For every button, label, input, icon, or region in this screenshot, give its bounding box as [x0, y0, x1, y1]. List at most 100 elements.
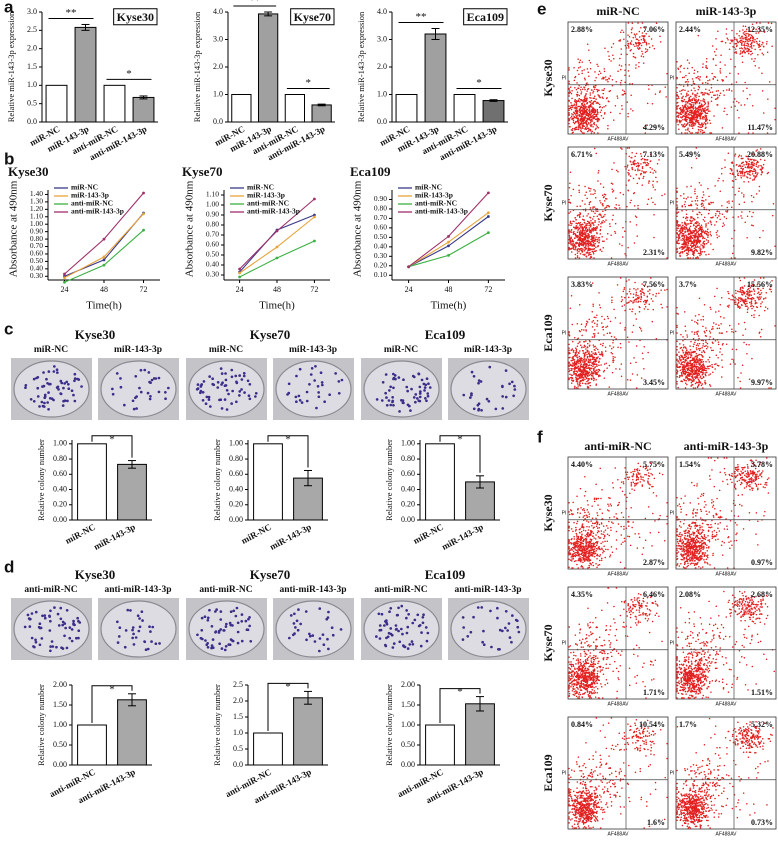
quadrant-percent: 2.87% — [643, 558, 665, 567]
plate-dish — [275, 600, 352, 658]
quadrant-percent: 9.82% — [751, 248, 773, 257]
quadrant-percent: 2.31% — [643, 248, 665, 257]
significance: * — [109, 433, 115, 445]
colonies — [286, 365, 344, 410]
y-tick-label: 0.60 — [30, 249, 43, 258]
y-tick-label: 1.30 — [30, 197, 43, 206]
y-tick-label: 2.0 — [233, 696, 243, 705]
y-tick-label: 0.80 — [206, 220, 219, 229]
x-tick-label: miR-143-3p — [92, 522, 137, 552]
point — [486, 211, 490, 215]
quadrant-percent: 4.29% — [643, 123, 665, 132]
series-line — [64, 213, 144, 279]
y-tick-label: 0.50 — [206, 250, 219, 259]
significance-bracket — [267, 682, 309, 731]
point — [63, 272, 66, 276]
y-tick-label: 1.00 — [229, 439, 243, 448]
x-axis-label: AF488AV — [607, 261, 629, 267]
plate-label: anti-miR-NC — [24, 585, 77, 595]
y-tick-label: 0.00 — [53, 515, 67, 524]
y-tick-label: 1.20 — [30, 204, 43, 213]
column-label: anti-miR-143-3p — [684, 439, 769, 453]
plate-dish — [188, 600, 265, 658]
y-tick-label: 0.40 — [229, 484, 243, 493]
legend-label: miR-NC — [247, 183, 274, 192]
y-tick-label: 0.50 — [30, 256, 43, 265]
point — [102, 258, 106, 262]
point — [238, 267, 241, 271]
colonies — [23, 606, 82, 653]
chart-title: Kyse30 — [75, 567, 115, 582]
point — [275, 245, 279, 249]
chart-title: Kyse70 — [182, 164, 222, 179]
plate-label: anti-miR-143-3p — [454, 585, 521, 595]
bar — [465, 703, 495, 766]
bar — [117, 463, 147, 521]
point — [142, 228, 145, 232]
point — [313, 213, 316, 217]
bar — [103, 84, 126, 123]
significance: * — [306, 77, 312, 89]
y-tick-label: 0.60 — [401, 469, 415, 478]
legend-label: anti-miR-143-3p — [247, 207, 300, 216]
x-axis-label: AF488AV — [715, 701, 737, 707]
bar — [231, 94, 252, 123]
y-tick-label: 1.0 — [213, 89, 223, 98]
row-label: Kyse70 — [541, 184, 555, 221]
quadrant-percent: 3.45% — [643, 378, 665, 387]
point — [102, 255, 106, 259]
quadrant-percent: 7.56% — [643, 280, 665, 289]
bar — [132, 96, 155, 123]
legend-label: miR-NC — [71, 183, 98, 192]
plate-label: anti-miR-143-3p — [104, 585, 171, 595]
panel-label: a — [4, 0, 14, 16]
colonies — [462, 365, 517, 412]
x-axis-label: AF488AV — [607, 136, 629, 142]
y-tick-label: 1.00 — [53, 439, 67, 448]
row-label: Kyse30 — [541, 494, 555, 531]
point — [447, 244, 450, 248]
point — [275, 256, 279, 260]
y-tick-label: 0.90 — [206, 210, 219, 219]
significance: ** — [249, 0, 260, 7]
quadrant-percent: 6.46% — [643, 590, 665, 599]
quadrant-percent: 5.75% — [643, 460, 665, 469]
colonies — [24, 365, 83, 411]
significance: * — [476, 77, 482, 89]
significance: * — [457, 433, 463, 445]
y-axis-label: Absorbance at 490nm — [8, 180, 20, 277]
x-axis-label: AF488AV — [607, 701, 629, 707]
y-axis-label: Relative colony number — [212, 684, 222, 766]
y-tick-label: 2.0 — [213, 62, 223, 71]
bar — [77, 724, 107, 766]
quadrant-percent: 1.7% — [679, 720, 697, 729]
quadrant-percent: 4.40% — [571, 460, 593, 469]
y-tick-label: 0.00 — [229, 515, 243, 524]
y-axis-label: PI — [670, 200, 675, 206]
bar — [395, 94, 418, 123]
y-axis-label: PI — [562, 200, 567, 206]
row-label: Eca109 — [541, 314, 555, 351]
series-line — [239, 214, 315, 273]
quadrant-percent: 11.47% — [747, 123, 773, 132]
chart-title: Kyse30 — [8, 164, 48, 179]
y-tick-label: 0.80 — [229, 454, 243, 463]
y-tick-label: 1.00 — [401, 720, 415, 729]
chart-title: Eca109 — [467, 10, 504, 24]
point — [313, 197, 316, 201]
series-line — [239, 216, 315, 274]
significance: * — [109, 683, 115, 695]
plate-dish — [13, 360, 90, 418]
column-label: miR-NC — [596, 4, 639, 18]
plate-dish — [450, 600, 527, 658]
plate-label: anti-miR-NC — [199, 585, 252, 595]
quadrant-percent: 1.54% — [679, 460, 701, 469]
y-tick-label: 0.0 — [213, 117, 223, 126]
quadrant-percent: 7.06% — [643, 25, 665, 34]
plate-dish — [100, 600, 177, 658]
quadrant-percent: 7.13% — [643, 150, 665, 159]
flow-events — [676, 717, 774, 829]
bar — [253, 732, 283, 766]
chart-title: Kyse30 — [117, 10, 154, 24]
